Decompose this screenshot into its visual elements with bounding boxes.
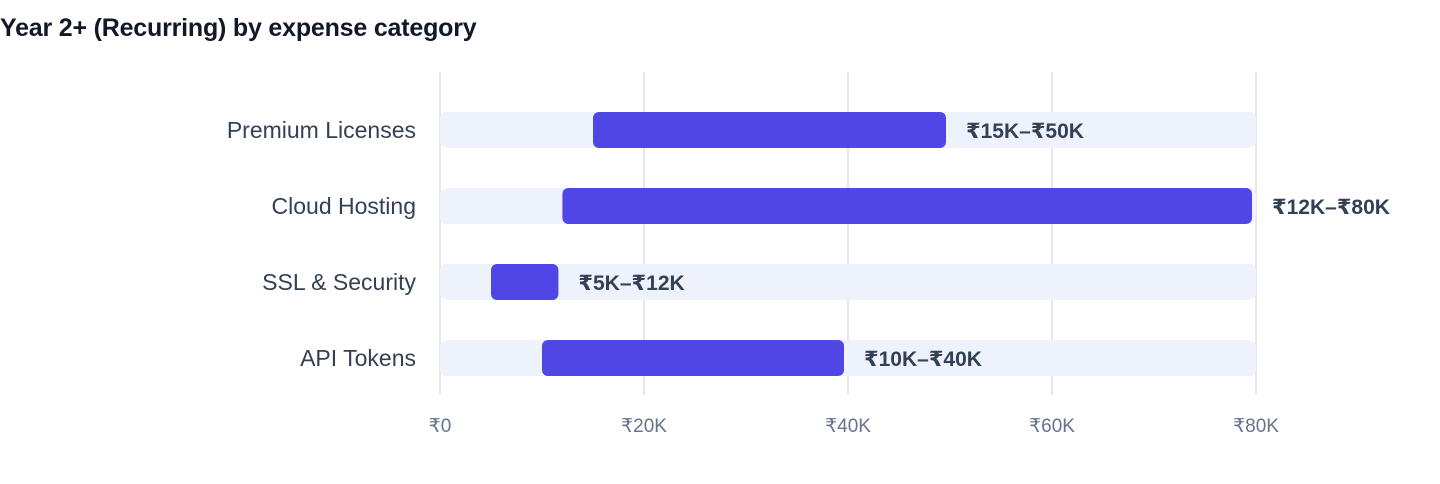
- data-label: ₹12K–₹80K: [1272, 196, 1390, 219]
- x-tick-label: ₹60K: [1029, 416, 1075, 437]
- category-label: SSL & Security: [262, 269, 416, 295]
- bar-track: [440, 264, 1256, 300]
- x-tick-label: ₹20K: [621, 416, 667, 437]
- labels: ₹0 ₹20K ₹40K ₹60K ₹80K Premium Licenses ₹15K–₹…: [227, 117, 1390, 437]
- range-bar: [542, 340, 844, 376]
- data-label: ₹15K–₹50K: [966, 120, 1084, 143]
- x-tick-label: ₹80K: [1233, 416, 1279, 437]
- x-tick-label: ₹0: [429, 416, 452, 437]
- range-bars: [491, 112, 1252, 376]
- category-label: API Tokens: [300, 345, 416, 371]
- range-bar: [593, 112, 946, 148]
- category-label: Cloud Hosting: [272, 193, 416, 219]
- category-label: Premium Licenses: [227, 117, 416, 143]
- data-label: ₹5K–₹12K: [578, 272, 684, 295]
- chart-title: Year 2+ (Recurring) by expense category: [0, 14, 477, 42]
- range-bar: [562, 188, 1252, 224]
- data-label: ₹10K–₹40K: [864, 348, 982, 371]
- x-tick-label: ₹40K: [825, 416, 871, 437]
- range-bar: [491, 264, 559, 300]
